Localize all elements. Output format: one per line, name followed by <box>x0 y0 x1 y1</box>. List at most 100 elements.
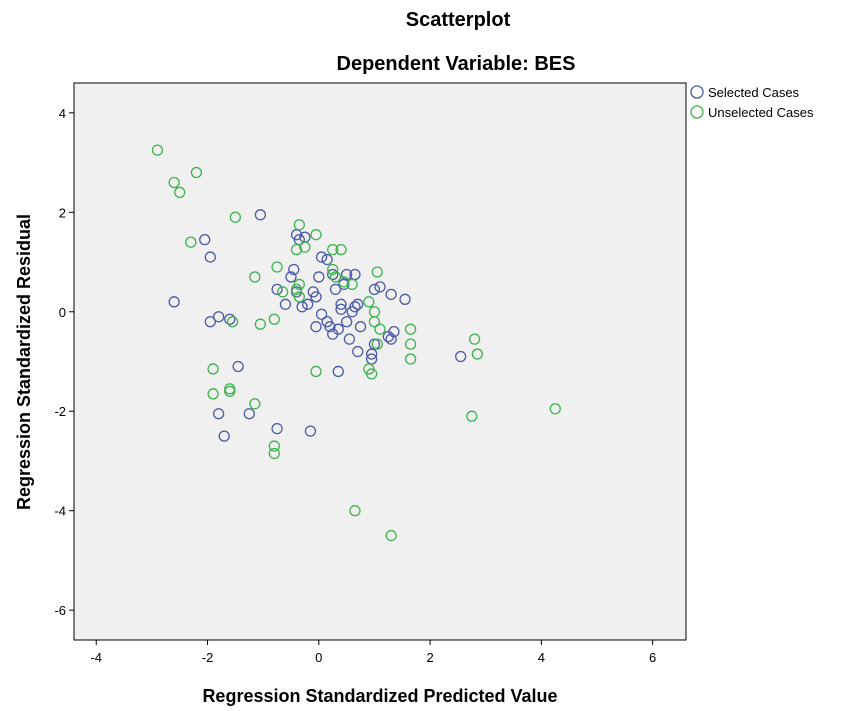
point-selected-case <box>352 345 364 358</box>
x-tick-label: 2 <box>426 650 433 665</box>
point-selected-case <box>388 326 400 338</box>
point-unselected-case <box>299 241 311 253</box>
point-selected-case <box>315 308 328 320</box>
point-unselected-case <box>471 348 484 360</box>
x-tick-label: 0 <box>315 650 322 665</box>
point-unselected-case <box>293 219 305 231</box>
point-unselected-case <box>190 166 203 179</box>
point-unselected-case <box>366 368 378 380</box>
point-selected-case <box>335 303 347 315</box>
point-selected-case <box>313 271 325 283</box>
point-unselected-case <box>224 385 236 397</box>
y-tick-label: 0 <box>59 305 66 320</box>
legend-label-unselected: Unselected Cases <box>708 105 814 120</box>
point-selected-case <box>315 251 328 263</box>
point-selected-case <box>327 268 339 281</box>
point-unselected-case <box>174 186 186 199</box>
point-unselected-case <box>207 363 219 375</box>
point-selected-case <box>310 291 322 303</box>
point-unselected-case <box>229 211 241 223</box>
point-selected-case <box>332 323 344 335</box>
point-unselected-case <box>349 505 361 517</box>
point-selected-case <box>204 251 216 263</box>
y-tick-label: 2 <box>59 205 66 220</box>
legend: Selected Cases Unselected Cases <box>690 85 814 120</box>
point-selected-case <box>232 360 244 373</box>
point-selected-case <box>385 288 397 301</box>
x-axis-label: Regression Standardized Predicted Value <box>202 686 557 706</box>
point-selected-case <box>304 425 317 437</box>
point-unselected-case <box>168 176 180 189</box>
x-tick-label: 4 <box>538 650 545 665</box>
point-unselected-case <box>254 318 267 330</box>
point-unselected-case <box>268 447 280 460</box>
y-tick-label: 4 <box>59 106 66 121</box>
point-unselected-case <box>310 229 322 241</box>
legend-marker-selected <box>690 85 704 99</box>
point-selected-case <box>204 316 216 328</box>
y-axis-label: Regression Standardized Residual <box>14 214 34 510</box>
point-selected-case <box>352 298 364 310</box>
point-selected-case <box>340 268 353 281</box>
y-axis: -6 -4 -2 0 2 4 <box>54 106 74 618</box>
legend-marker-unselected <box>690 105 704 119</box>
point-selected-case <box>168 296 180 308</box>
point-selected-case <box>366 348 378 360</box>
point-unselected-case <box>466 410 478 422</box>
point-unselected-case <box>151 144 164 156</box>
point-selected-case <box>335 298 347 310</box>
point-unselected-case <box>371 338 383 350</box>
point-unselected-case <box>329 271 342 283</box>
point-selected-case <box>279 298 292 310</box>
point-unselected-case <box>310 365 322 378</box>
point-selected-case <box>243 408 255 420</box>
point-unselected-case <box>468 333 481 345</box>
chart-subtitle: Dependent Variable: BES <box>337 53 576 75</box>
point-unselected-case <box>268 313 280 325</box>
point-selected-case <box>296 301 308 313</box>
point-selected-case <box>366 353 378 365</box>
chart-title: Scatterplot <box>406 9 511 31</box>
point-selected-case <box>293 234 305 246</box>
point-unselected-case <box>185 236 197 248</box>
point-selected-case <box>254 209 267 221</box>
point-selected-case <box>340 316 353 328</box>
point-unselected-case <box>363 296 375 308</box>
point-selected-case <box>199 234 211 246</box>
point-unselected-case <box>327 263 339 276</box>
point-unselected-case <box>368 316 381 328</box>
point-unselected-case <box>226 316 239 328</box>
y-tick-label: -4 <box>54 504 66 519</box>
y-tick-label: -2 <box>54 404 66 419</box>
point-unselected-case <box>346 278 358 291</box>
point-unselected-case <box>268 440 280 452</box>
point-selected-case <box>399 293 411 305</box>
data-points <box>151 144 561 542</box>
point-unselected-case <box>338 276 350 288</box>
point-selected-case <box>271 283 283 296</box>
point-unselected-case <box>404 338 417 350</box>
point-selected-case <box>324 321 336 333</box>
point-selected-case <box>213 408 225 420</box>
point-selected-case <box>285 271 297 283</box>
point-selected-case <box>218 430 230 442</box>
plot-area <box>73 82 687 641</box>
point-selected-case <box>329 283 342 296</box>
point-selected-case <box>310 321 322 333</box>
y-tick-label: -6 <box>54 603 66 618</box>
point-selected-case <box>368 283 381 296</box>
point-unselected-case <box>276 286 289 298</box>
point-unselected-case <box>290 243 303 256</box>
point-unselected-case <box>207 388 219 400</box>
point-selected-case <box>271 422 283 435</box>
x-tick-label: -2 <box>202 650 214 665</box>
point-unselected-case <box>549 403 561 415</box>
point-selected-case <box>368 338 381 350</box>
point-selected-case <box>349 301 361 313</box>
legend-label-selected: Selected Cases <box>708 85 800 100</box>
point-selected-case <box>302 298 314 310</box>
point-unselected-case <box>249 398 261 410</box>
point-selected-case <box>332 365 344 378</box>
point-unselected-case <box>335 243 347 256</box>
